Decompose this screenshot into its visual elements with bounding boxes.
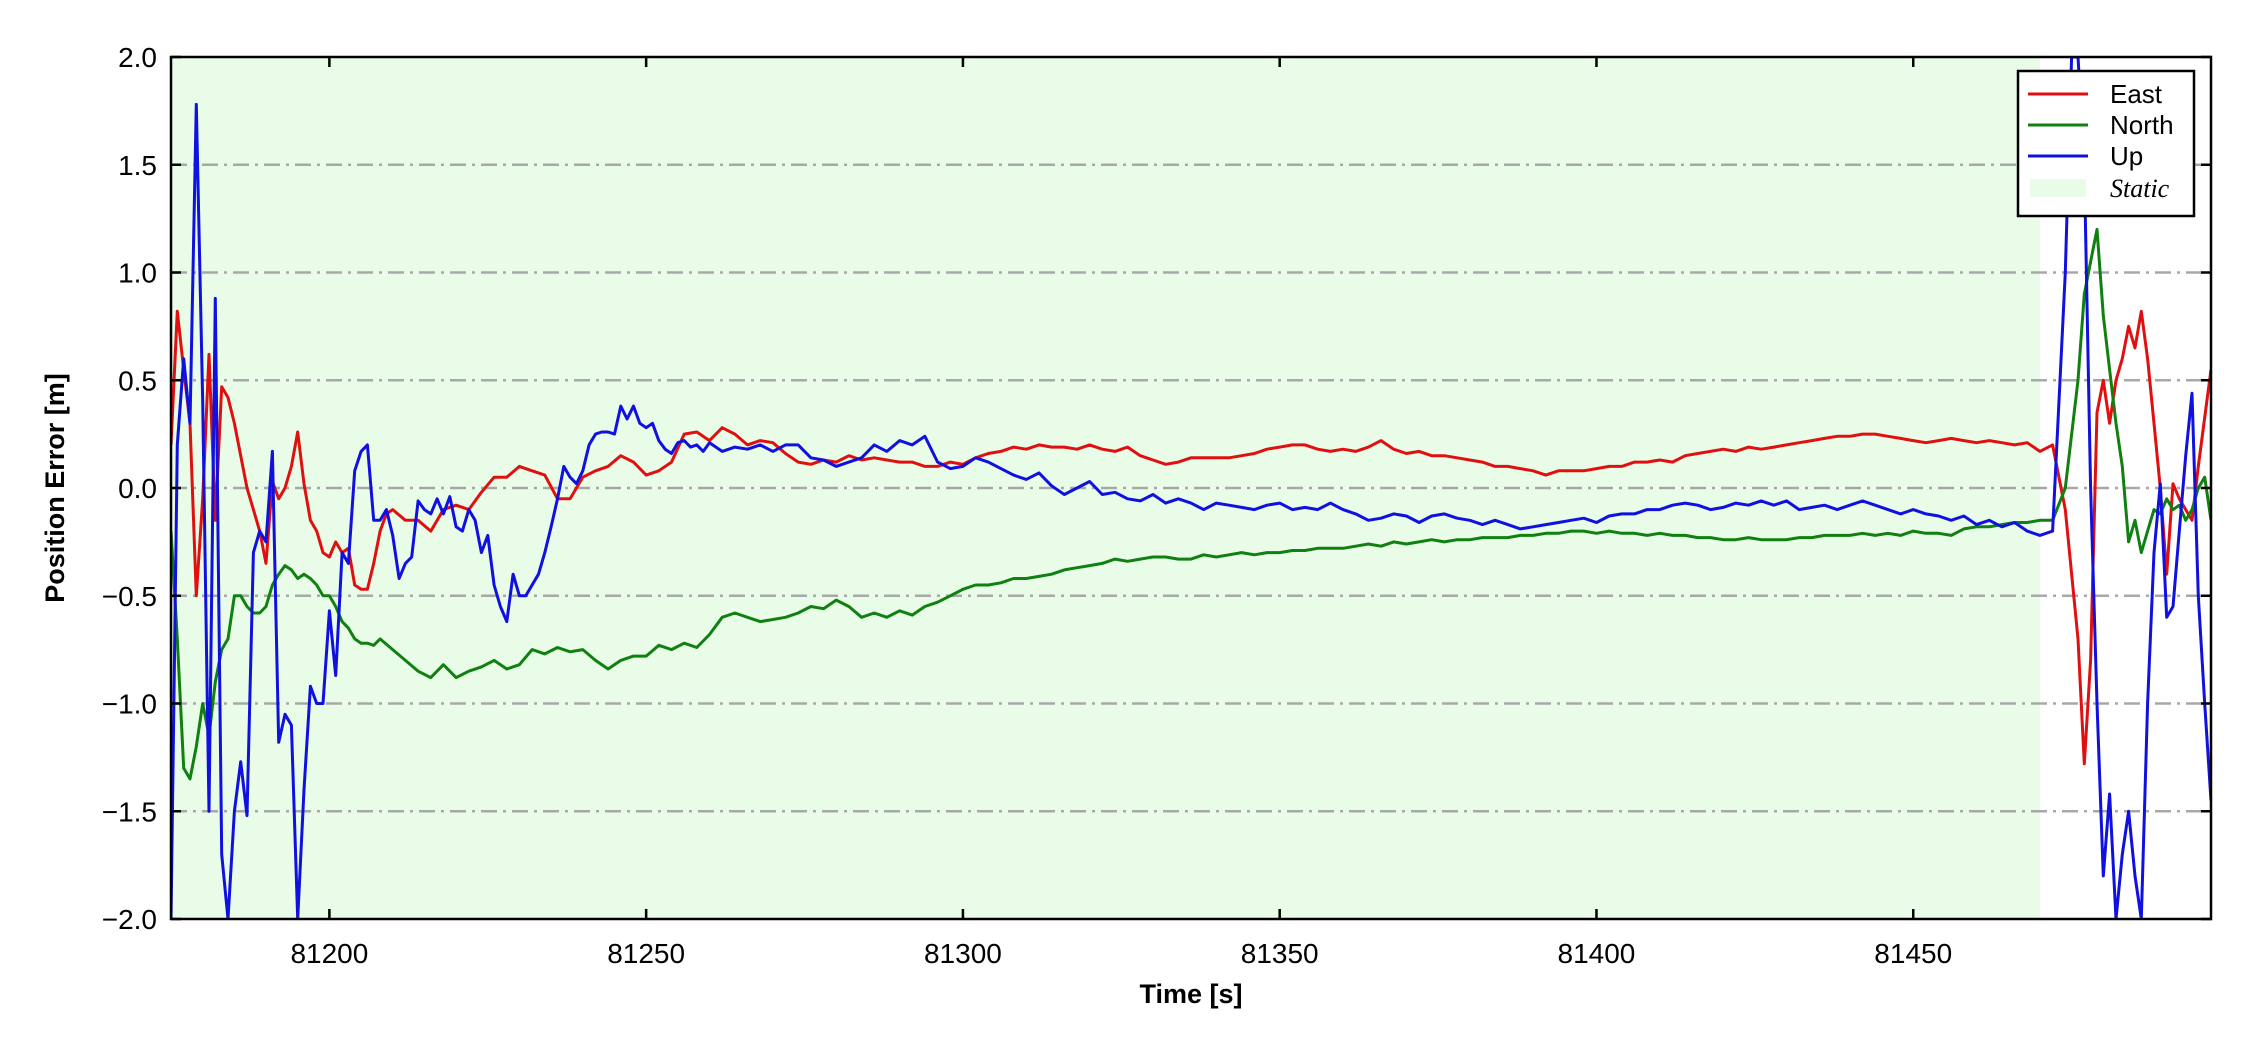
legend-label-north: North [2110,110,2174,140]
legend-label-up: Up [2110,141,2143,171]
y-tick-label-8: 2.0 [118,42,157,73]
y-tick-label-1: −1.5 [102,796,157,827]
y-tick-label-0: −2.0 [102,904,157,935]
y-tick-label-6: 1.0 [118,258,157,289]
y-tick-label-2: −1.0 [102,689,157,720]
y-tick-label-3: −0.5 [102,581,157,612]
x-tick-label-3: 81350 [1241,938,1319,969]
series-line-up [171,57,2211,919]
x-tick-label-1: 81250 [607,938,685,969]
legend: East North Up Static [2016,69,2196,218]
y-axis-title: Position Error [m] [40,373,70,603]
series-line-east [171,309,2211,766]
legend-swatch-static [2030,179,2086,197]
series-lines [171,57,2211,919]
x-axis-title: Time [s] [1139,979,1242,1009]
y-tick-label-5: 0.5 [118,365,157,396]
axis-ticks: 81200 81250 81300 81350 81400 81450 −2.0 −1.5 −1… [102,42,2211,969]
series-line-north [171,227,2211,781]
x-tick-label-5: 81450 [1874,938,1952,969]
y-tick-label-4: 0.0 [118,473,157,504]
x-tick-label-4: 81400 [1558,938,1636,969]
x-tick-label-0: 81200 [290,938,368,969]
legend-label-static: Static [2110,174,2170,203]
y-tick-label-7: 1.5 [118,150,157,181]
legend-label-east: East [2110,79,2163,109]
x-tick-label-2: 81300 [924,938,1002,969]
